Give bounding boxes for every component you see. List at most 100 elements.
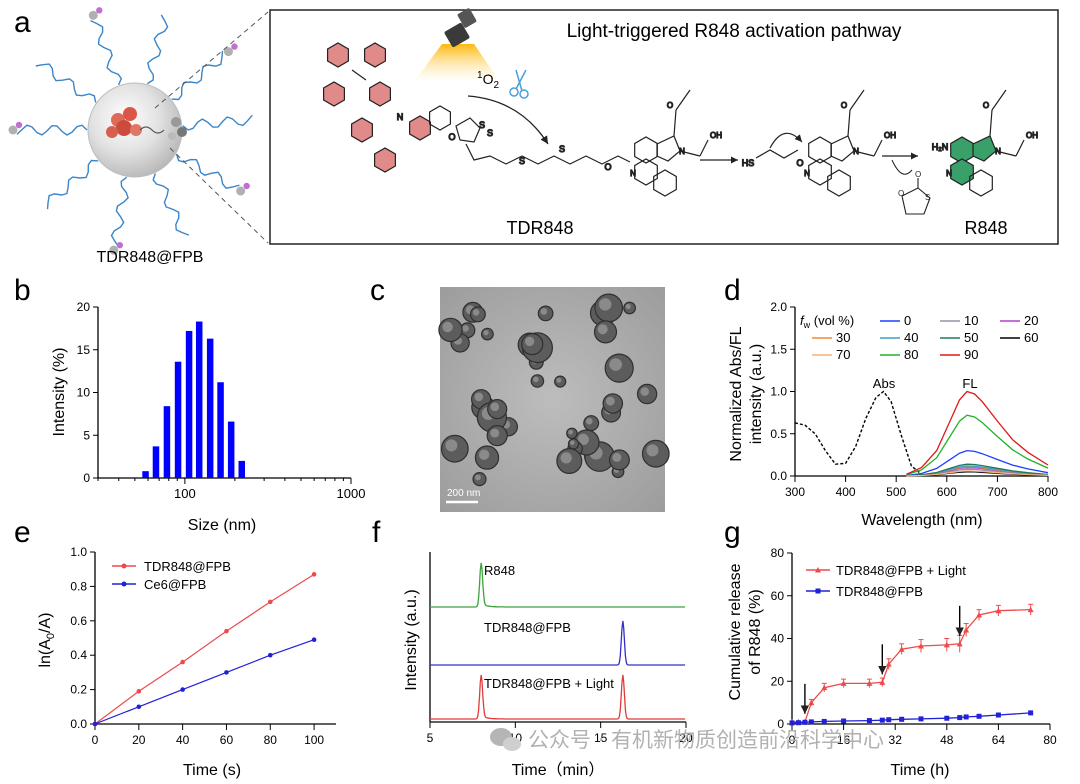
panel-e-point: [180, 687, 185, 692]
peg-chain: [90, 19, 123, 86]
panel-f-trace-2: [430, 674, 686, 720]
panel-d-legend-title: fw (vol %): [800, 313, 854, 330]
atom-label: O: [796, 158, 803, 168]
quinoline-ring-b: [950, 158, 974, 186]
panel-g-point: [841, 718, 847, 724]
scheme-title: Light-triggered R848 activation pathway: [567, 21, 902, 42]
panel-g-point: [963, 626, 970, 633]
panel-f-trace-label: R848: [484, 563, 515, 578]
tem-particle-highlight: [570, 440, 575, 446]
phenyl-ring: [374, 147, 396, 173]
tem-particle-highlight: [612, 452, 622, 462]
panel-d-xtick-label: 500: [886, 485, 906, 499]
ethoxy-chain: [991, 89, 1007, 111]
imidazole-ring: [656, 135, 681, 162]
panel-e-xtick-label: 40: [176, 733, 190, 747]
panel-g-point: [944, 715, 950, 721]
tem-particle-highlight: [640, 387, 649, 396]
panel-e-point: [224, 628, 229, 634]
tem-particles: [438, 293, 670, 487]
panel-g-xlabel: Time (h): [891, 762, 950, 779]
atom-label: O: [667, 101, 673, 110]
panel-e-legend-label: Ce6@FPB: [144, 577, 206, 592]
panel-f-trace-label: TDR848@FPB: [484, 620, 571, 635]
release-arrow: [891, 159, 913, 175]
panel-e-ylabel: ln(A0/A): [37, 612, 57, 667]
panel-g-ytick-label: 20: [771, 674, 785, 688]
atom-label: OH: [884, 131, 896, 140]
panel-d-legend-label: 30: [836, 330, 850, 345]
tem-particle-highlight: [533, 376, 539, 383]
legend-title-rest: (vol %): [810, 313, 854, 328]
panel-e-series: [92, 572, 317, 727]
atom-label: N: [804, 169, 810, 178]
panel-g-ytick-label: 60: [771, 589, 785, 603]
panel-b-ytick-label: 10: [77, 386, 91, 400]
tem-particle-highlight: [445, 439, 458, 452]
panel-b: 0 5 10 15 20 100 1000 Size (nm) Intensity (%): [51, 300, 365, 534]
panel-g-ytick-label: 40: [771, 632, 785, 646]
panel-e-legend-label: TDR848@FPB: [144, 559, 231, 574]
panel-e-point: [267, 652, 273, 658]
panel-d-legend-label: 70: [836, 347, 850, 362]
atom-label: OH: [710, 131, 722, 140]
atom-label: N: [679, 147, 685, 156]
compound-label-r848: R848: [964, 218, 1007, 238]
panel-d-ytick-label: 0.0: [770, 469, 787, 483]
panel-e-line-1: [94, 639, 315, 725]
panel-d-fl-line-90: [906, 390, 1049, 475]
panel-d-legend: fw (vol %) 0 10 20 30 40 50 60 70 80 90: [800, 313, 1038, 362]
svg-text:1O2: 1O2: [477, 70, 499, 91]
panel-f-series: R848 TDR848@FPB TDR848@FPB + Light: [430, 562, 686, 720]
tem-particle-highlight: [524, 336, 535, 347]
benzo-ring: [653, 169, 677, 197]
panel-b-bar: [142, 471, 149, 478]
tem-particle-highlight: [462, 325, 469, 332]
tem-particle-highlight: [560, 452, 572, 464]
panel-e-legend-marker: [121, 581, 127, 587]
svg-text:S: S: [925, 193, 930, 202]
atom-label: N: [853, 147, 859, 156]
panel-d-abs-line: [794, 390, 922, 475]
panel-d-ylabel-line-1: Normalized Abs/FL: [728, 326, 745, 461]
panel-e-point: [311, 572, 317, 577]
panel-letter-a: a: [14, 6, 31, 39]
svg-text:O: O: [915, 170, 921, 179]
panel-d-legend-label: 20: [1024, 313, 1038, 328]
panel-g-point: [995, 712, 1001, 718]
panel-b-bar: [227, 421, 235, 478]
panel-d-ytick-label: 1.0: [770, 385, 787, 399]
ligand-ball-icon: [88, 10, 98, 20]
panel-e-ytick-label: 0.8: [70, 579, 87, 593]
panel-e-ytick-label: 0.0: [70, 717, 87, 731]
panel-b-axes: [93, 306, 352, 484]
disulfide-linker: [465, 143, 631, 165]
panel-b-xlabel: Size (nm): [188, 517, 256, 534]
panel-f-ylabel: Intensity (a.u.): [403, 589, 420, 690]
panel-d-legend-label: 80: [904, 347, 918, 362]
panel-f-trace-label: TDR848@FPB + Light: [484, 676, 614, 691]
panel-e: 0.0 0.2 0.4 0.6 0.8 1.0 0 20 40 60 80 100 TDR848@FP…: [37, 545, 336, 779]
ethoxy-chain: [849, 89, 865, 111]
panel-g-ylabel-line-2: of R848 (%): [747, 589, 764, 674]
intermediate-structure: HS O O OH N N: [741, 89, 897, 197]
hydroxyalkyl-chain: [699, 139, 709, 157]
atom-label: O: [983, 101, 989, 110]
panel-g-legend-label: TDR848@FPB + Light: [836, 563, 966, 578]
panel-b-bar: [163, 406, 171, 478]
peg-chain: [175, 153, 240, 189]
atom-label: H₂N: [932, 142, 949, 152]
compound-label-tdr848: TDR848: [506, 218, 573, 238]
panel-d-legend-label: 40: [904, 330, 918, 345]
tem-particle-highlight: [625, 303, 631, 310]
panel-g-ytick-label: 0: [777, 717, 784, 731]
peg-chain: [110, 176, 129, 248]
thiol-chain: [755, 149, 799, 159]
ligand-tag-icon: [116, 241, 124, 249]
core-tail-icon: [139, 117, 187, 140]
phenyl-ring: [369, 81, 391, 107]
tem-particle-highlight: [605, 396, 615, 406]
panel-g-point: [899, 716, 905, 722]
